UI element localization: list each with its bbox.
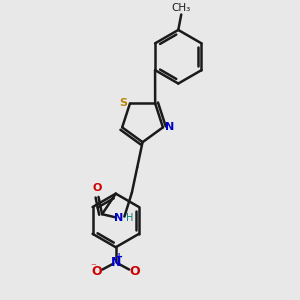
Text: O: O xyxy=(92,265,102,278)
Text: N: N xyxy=(114,213,123,223)
Text: N: N xyxy=(111,256,121,268)
Text: S: S xyxy=(119,98,128,108)
Text: CH₃: CH₃ xyxy=(172,3,191,13)
Text: ⁻: ⁻ xyxy=(90,262,96,272)
Text: N: N xyxy=(165,122,174,132)
Text: O: O xyxy=(92,183,102,194)
Text: +: + xyxy=(115,252,123,262)
Text: H: H xyxy=(126,213,134,223)
Text: O: O xyxy=(129,265,140,278)
